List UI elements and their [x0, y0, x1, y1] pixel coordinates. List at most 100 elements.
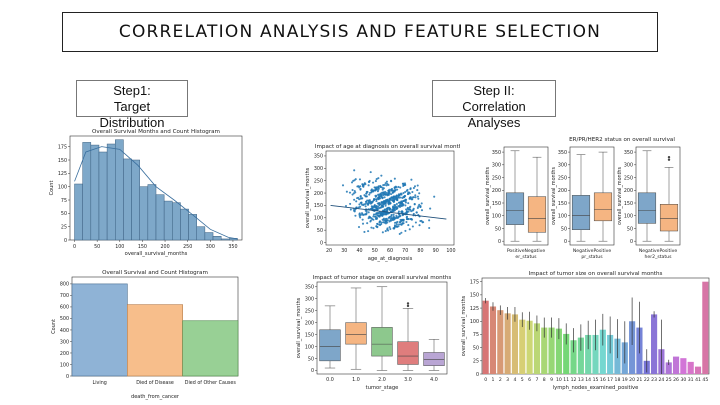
scatter-point: [395, 223, 398, 226]
scatter-point: [415, 211, 418, 214]
y-tick-label: 50: [495, 226, 501, 232]
scatter-point: [359, 205, 362, 208]
scatter-point: [379, 214, 383, 217]
scatter-point: [421, 221, 424, 224]
scatter-point: [407, 224, 410, 227]
stage-box: [397, 341, 419, 365]
hist-bar: [106, 143, 116, 241]
scatter-point: [411, 190, 414, 194]
scatter-point: [361, 222, 365, 225]
scatter-point: [420, 202, 423, 205]
scatter-point: [410, 217, 413, 221]
scatter-point: [364, 202, 367, 205]
chart-title: Overall Survival Months and Count Histog…: [92, 129, 220, 135]
y-tick-label: 150: [492, 201, 501, 207]
hist-bar: [90, 144, 100, 241]
receptor-boxes-svg: ER/PR/HER2 status on overall survival ove…: [485, 137, 681, 260]
scatter-point: [377, 212, 380, 215]
y-tick-label: 100: [314, 216, 323, 222]
chart-title: Overall Survival and Count Histogram: [102, 270, 208, 276]
lymph-bar: [694, 366, 702, 374]
x-tick-label: 12: [571, 377, 577, 383]
scatter-point: [355, 200, 358, 203]
scatter-point: [397, 204, 400, 208]
chart-title: Impact of age at diagnosis on overall su…: [315, 144, 460, 150]
scatter-point: [395, 194, 398, 197]
scatter-point: [374, 180, 377, 183]
x-tick-label: 300: [206, 244, 215, 250]
box: [527, 196, 547, 233]
y-tick-label: 50: [561, 226, 567, 232]
scatter-point: [396, 220, 399, 223]
age-scatter-svg: Impact of age at diagnosis on overall su…: [305, 144, 465, 262]
scatter-point: [387, 191, 390, 194]
x-tick-label: 3.0: [404, 377, 412, 383]
scatter-point: [395, 225, 398, 228]
hist-bar: [155, 194, 165, 241]
scatter-point: [372, 227, 375, 230]
scatter-point: [400, 231, 403, 234]
trend-line: [330, 204, 447, 220]
x-tick-label: 5: [521, 377, 524, 383]
scatter-point: [358, 178, 362, 181]
scatter-point: [394, 195, 398, 199]
chart-tumor-stage: Impact of tumor stage on overall surviva…: [295, 268, 453, 400]
scatter-point: [382, 184, 385, 187]
scatter-point: [416, 189, 419, 192]
scatter-point: [392, 200, 396, 203]
y-tick-label: 250: [492, 175, 501, 181]
y-tick-label: 50: [61, 211, 67, 217]
step2-label: Step II: Correlation Analyses: [432, 80, 556, 130]
scatter-point: [364, 200, 368, 204]
scatter-point: [375, 217, 378, 220]
x-tick-label: 31: [688, 377, 694, 383]
y-tick-label: 150: [305, 332, 314, 338]
y-tick-label: 350: [492, 150, 501, 156]
status-bar: [71, 283, 128, 377]
scatter-point: [364, 213, 367, 216]
scatter-point: [386, 212, 389, 215]
hist-bar: [204, 232, 214, 241]
x-axis-label: her2_status: [645, 254, 673, 260]
scatter-point: [392, 195, 395, 198]
scatter-point: [388, 226, 391, 229]
x-tick-label: 18: [615, 377, 621, 383]
scatter-point: [390, 189, 393, 192]
scatter-point: [414, 194, 417, 197]
scatter-point: [398, 223, 401, 226]
y-tick-label: 0: [564, 239, 567, 245]
scatter-point: [405, 189, 408, 192]
x-tick-label: 100: [115, 244, 124, 250]
x-tick-label: 4: [513, 377, 516, 383]
scatter-point: [406, 207, 409, 211]
scatter-point: [367, 202, 370, 205]
scatter-point: [419, 205, 422, 208]
y-axis-label: Count: [49, 181, 55, 196]
scatter-point: [371, 200, 374, 203]
y-axis-label: overall_survival_months: [551, 167, 557, 225]
x-tick-label: 11: [563, 377, 569, 383]
lymph-bar: [563, 333, 570, 374]
scatter-point: [363, 230, 366, 234]
scatter-point: [397, 185, 400, 188]
x-tick-label: Living: [93, 380, 107, 386]
scatter-point: [365, 192, 368, 195]
y-axis-label: overall_survival_months: [305, 167, 311, 228]
y-tick-label: 150: [58, 158, 67, 164]
y-tick-label: 50: [317, 228, 323, 234]
box-outlier: [667, 158, 671, 161]
box: [571, 195, 591, 230]
scatter-point: [350, 181, 354, 184]
x-tick-label: 0.0: [326, 377, 334, 383]
x-tick-label: 150: [138, 244, 147, 250]
scatter-point: [361, 197, 364, 200]
hist-bar: [115, 139, 124, 241]
scatter-point: [389, 219, 392, 222]
plot-frame: [325, 150, 455, 246]
scatter-point: [402, 192, 405, 195]
scatter-point: [399, 221, 402, 224]
scatter-point: [397, 225, 400, 228]
scatter-point: [365, 190, 368, 193]
x-tick-label: 30: [341, 248, 347, 254]
scatter-point: [369, 202, 372, 205]
